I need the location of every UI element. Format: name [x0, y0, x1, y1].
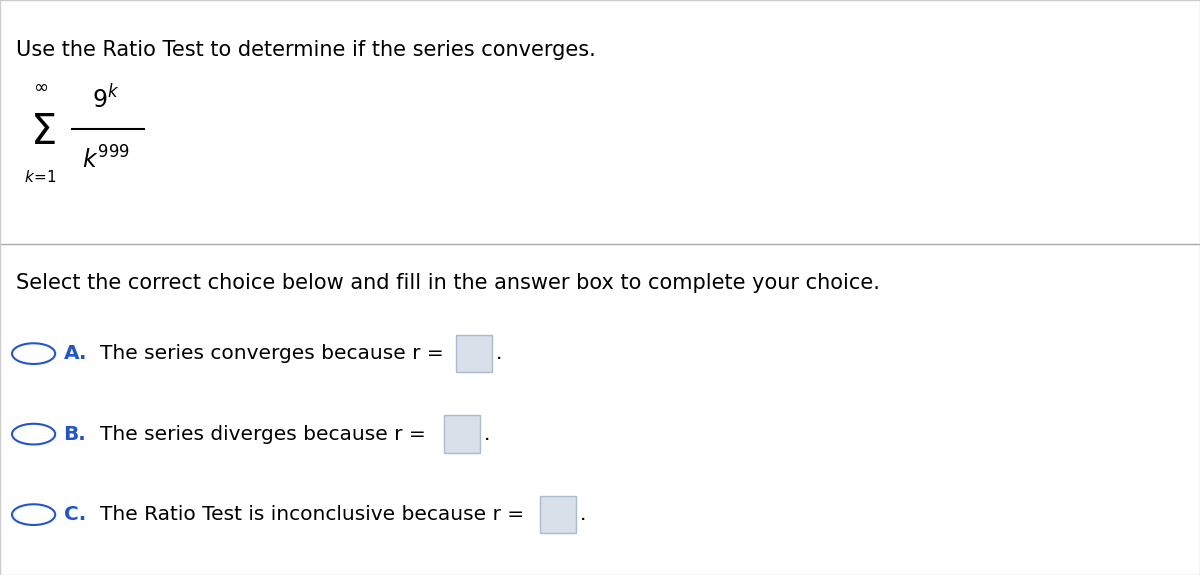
FancyBboxPatch shape — [444, 415, 480, 453]
Text: C.: C. — [64, 505, 86, 524]
Text: $\Sigma$: $\Sigma$ — [30, 111, 55, 154]
Text: $k\!=\!1$: $k\!=\!1$ — [24, 169, 58, 185]
Text: Use the Ratio Test to determine if the series converges.: Use the Ratio Test to determine if the s… — [16, 40, 595, 60]
Text: The series converges because r =: The series converges because r = — [100, 344, 443, 363]
Text: $9^k$: $9^k$ — [92, 85, 119, 113]
Text: .: . — [580, 505, 586, 524]
Text: $\infty$: $\infty$ — [34, 78, 48, 97]
Text: A.: A. — [64, 344, 88, 363]
Text: The Ratio Test is inconclusive because r =: The Ratio Test is inconclusive because r… — [100, 505, 523, 524]
Text: $k^{999}$: $k^{999}$ — [82, 146, 130, 174]
Text: Select the correct choice below and fill in the answer box to complete your choi: Select the correct choice below and fill… — [16, 273, 880, 293]
FancyBboxPatch shape — [456, 335, 492, 373]
Text: .: . — [496, 344, 502, 363]
FancyBboxPatch shape — [540, 496, 576, 534]
Text: .: . — [484, 424, 490, 444]
Text: The series diverges because r =: The series diverges because r = — [100, 424, 425, 444]
Text: B.: B. — [64, 424, 86, 444]
